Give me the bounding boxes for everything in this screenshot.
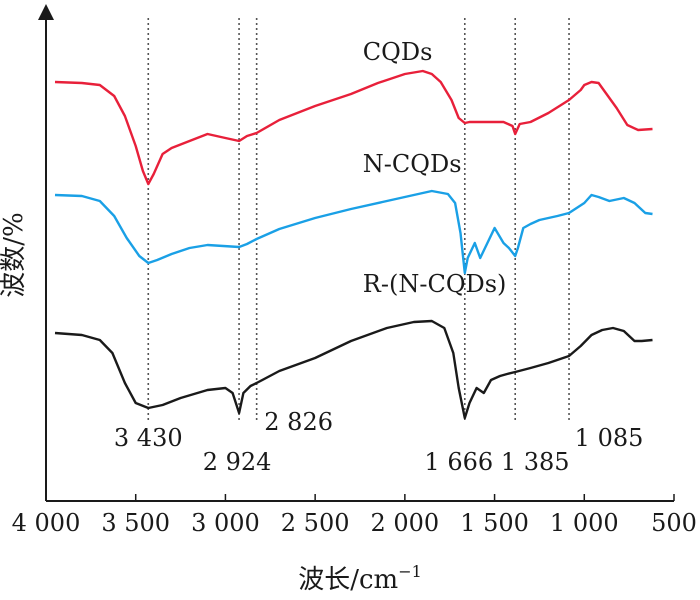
y-axis-title: 波数/% (0, 212, 29, 297)
x-ticks: 4 000 3 500 3 000 2 500 2 000 1 500 1 000 500 (12, 494, 697, 537)
series-lines (54, 69, 653, 420)
peak-label-2924: 2 924 (203, 448, 272, 476)
x-tick-label-2500: 2 500 (281, 509, 350, 537)
peak-label-2826: 2 826 (264, 408, 333, 436)
series-line-1 (54, 189, 653, 275)
x-axis-title: 波长/cm−1 (298, 562, 422, 595)
peak-markers (147, 18, 570, 420)
series-label-0: CQDs (363, 38, 433, 66)
x-axis-title-superscript: −1 (398, 562, 422, 581)
x-tick-label-1500: 1 500 (460, 509, 529, 537)
peak-label-1666: 1 666 (424, 448, 493, 476)
series-label-2: R-(N-CQDs) (363, 270, 507, 298)
series-labels: CQDs N-CQDs R-(N-CQDs) (363, 38, 507, 298)
series-line-2 (54, 319, 653, 420)
peak-label-1385: 1 385 (501, 448, 570, 476)
axes (38, 4, 674, 502)
peak-label-1085: 1 085 (575, 424, 644, 452)
x-tick-label-500: 500 (651, 509, 697, 537)
series-line-0 (54, 69, 653, 186)
x-tick-label-2000: 2 000 (370, 509, 439, 537)
x-tick-label-3000: 3 000 (191, 509, 260, 537)
x-tick-label-3500: 3 500 (101, 509, 170, 537)
series-label-1: N-CQDs (363, 150, 462, 178)
x-tick-label-4000: 4 000 (12, 509, 81, 537)
x-tick-label-1000: 1 000 (550, 509, 619, 537)
y-axis-arrow (38, 4, 54, 20)
peak-label-3430: 3 430 (114, 424, 183, 452)
